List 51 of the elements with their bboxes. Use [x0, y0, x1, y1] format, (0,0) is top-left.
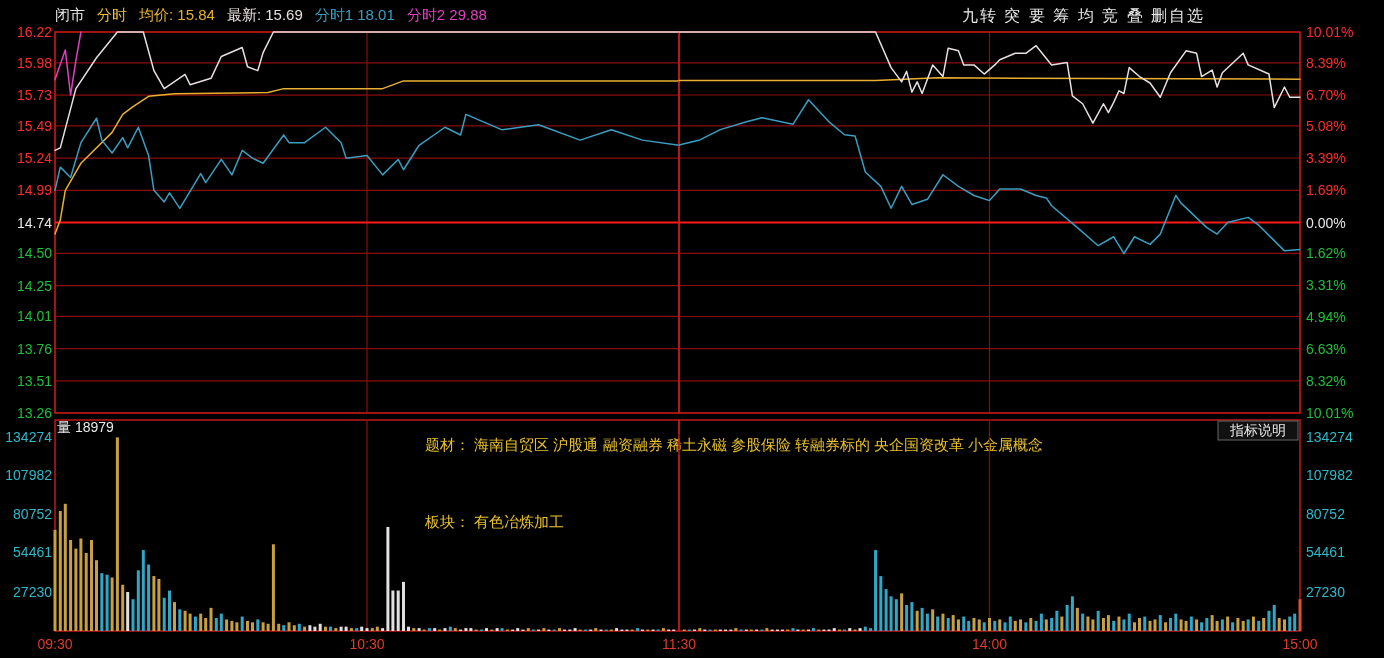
y2-tick-label: 107982 — [1306, 466, 1353, 483]
y-tick-label: 14.74 — [16, 214, 53, 231]
y2-tick-label: 134274 — [1306, 428, 1353, 445]
y2-tick-label: 80752 — [1306, 506, 1346, 523]
y2-tick-label: 3.31% — [1306, 277, 1346, 294]
y-tick-label: 107982 — [5, 466, 53, 483]
annotation: 指标说明 — [1229, 422, 1286, 438]
y-tick-label: 15.98 — [16, 54, 53, 71]
y-tick-label: 15.49 — [16, 117, 53, 134]
text: 分时1 18.01 — [314, 6, 395, 23]
text: 均价: 15.84 — [138, 6, 215, 23]
text: 闭市 — [55, 6, 85, 23]
y-tick-label: 13.76 — [16, 340, 53, 357]
x-tick-label: 09:30 — [37, 636, 73, 652]
y2-tick-label: 3.39% — [1306, 149, 1346, 166]
y2-tick-label: 1.62% — [1306, 245, 1346, 262]
annotation: 量 18979 — [57, 419, 115, 435]
y-tick-label: 14.25 — [16, 277, 53, 294]
y-tick-label: 14.50 — [16, 245, 53, 262]
text: 分时 — [97, 6, 127, 23]
y-tick-label: 14.99 — [16, 182, 53, 199]
y2-tick-label: 8.32% — [1306, 372, 1346, 389]
y-tick-label: 27230 — [13, 583, 53, 600]
y2-tick-label: 0.00% — [1306, 214, 1346, 231]
annotation: 板块： 有色冶炼加工 — [424, 513, 565, 530]
y2-tick-label: 10.01% — [1306, 405, 1354, 421]
y-tick-label: 13.26 — [16, 405, 53, 421]
text: 分时2 29.88 — [406, 6, 487, 23]
y2-tick-label: 5.08% — [1306, 117, 1346, 134]
y-tick-label: 134274 — [5, 428, 53, 445]
y2-tick-label: 1.69% — [1306, 182, 1346, 199]
y2-tick-label: 4.94% — [1306, 308, 1346, 325]
y2-tick-label: 54461 — [1306, 544, 1346, 561]
text: 九转 突 要 筹 均 竞 叠 删自选 — [961, 7, 1205, 24]
y2-tick-label: 6.70% — [1306, 86, 1346, 103]
y-tick-label: 13.51 — [16, 372, 53, 389]
y2-tick-label: 8.39% — [1306, 54, 1346, 71]
y-tick-label: 16.22 — [16, 24, 53, 40]
y-tick-label: 80752 — [13, 506, 53, 523]
y2-tick-label: 6.63% — [1306, 340, 1346, 357]
y-tick-label: 14.01 — [16, 308, 53, 325]
y-tick-label: 54461 — [13, 544, 53, 561]
x-tick-label: 10:30 — [349, 636, 385, 652]
y2-tick-label: 27230 — [1306, 583, 1346, 600]
series-label: 最新: 15.69 — [226, 6, 303, 23]
y-tick-label: 15.73 — [16, 87, 53, 104]
y-tick-label: 15.24 — [16, 150, 53, 167]
y2-tick-label: 10.01% — [1306, 24, 1354, 40]
x-tick-label: 15:00 — [1282, 636, 1318, 652]
x-tick-label: 14:00 — [971, 636, 1008, 652]
x-tick-label: 11:30 — [662, 636, 697, 652]
